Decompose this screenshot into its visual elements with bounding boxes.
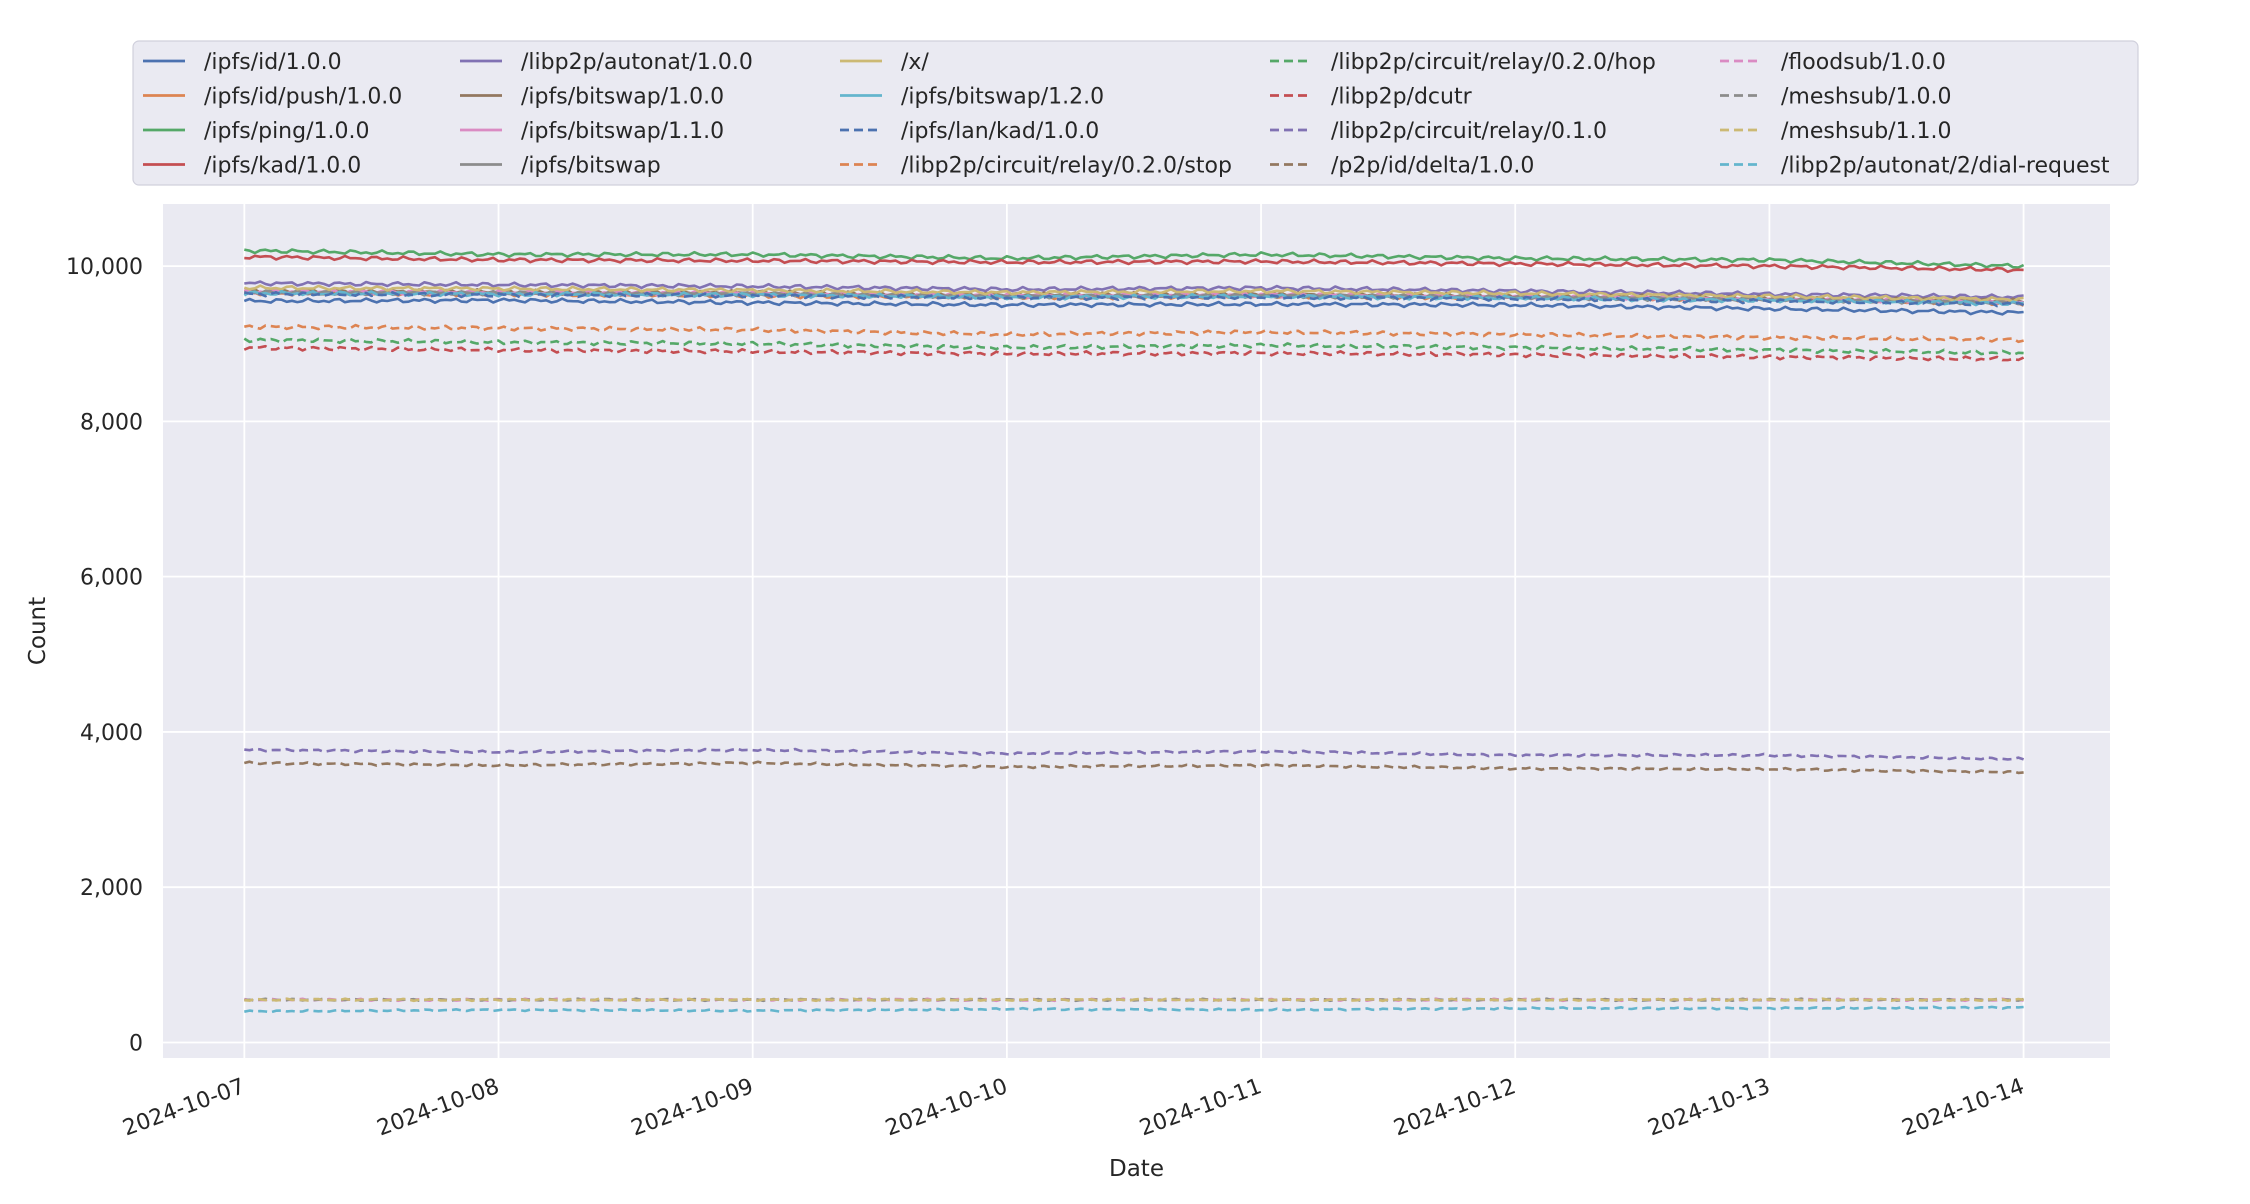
series-line-14 <box>244 747 2025 761</box>
legend-label: /ipfs/bitswap/1.0.0 <box>521 85 724 110</box>
series-line-13 <box>243 344 2025 362</box>
y-tick-label: 0 <box>129 1031 143 1056</box>
series-lines <box>243 248 2025 1014</box>
y-tick-label: 2,000 <box>80 876 143 901</box>
legend-label: /libp2p/circuit/relay/0.1.0 <box>1331 119 1607 144</box>
grid <box>163 204 2110 1058</box>
legend-label: /ipfs/kad/1.0.0 <box>204 154 361 179</box>
legend-label: /ipfs/ping/1.0.0 <box>204 119 369 144</box>
x-axis-label: Date <box>1109 1156 1164 1182</box>
legend-label: /ipfs/id/push/1.0.0 <box>204 85 402 110</box>
legend-label: /libp2p/dcutr <box>1331 85 1473 110</box>
series-line-0 <box>243 297 2024 316</box>
legend-label: /libp2p/autonat/2/dial-request <box>1781 154 2110 179</box>
plot-area <box>163 204 2110 1058</box>
legend-label: /ipfs/bitswap/1.1.0 <box>521 119 724 144</box>
series-line-19 <box>244 1005 2024 1014</box>
y-axis-ticks: 0 2,000 4,000 6,000 8,000 10,000 <box>66 255 143 1056</box>
series-line-3 <box>244 254 2024 274</box>
series-line-18 <box>244 997 2024 1003</box>
legend-label: /ipfs/bitswap/1.2.0 <box>901 85 1104 110</box>
legend-label: /ipfs/id/1.0.0 <box>204 50 342 75</box>
legend-label: /libp2p/circuit/relay/0.2.0/hop <box>1331 50 1656 75</box>
y-tick-label: 8,000 <box>80 410 143 435</box>
series-line-4 <box>244 280 2024 300</box>
legend-label: /p2p/id/delta/1.0.0 <box>1331 154 1534 179</box>
series-line-2 <box>244 248 2025 269</box>
y-axis-label: Count <box>25 597 51 665</box>
series-line-8 <box>243 284 2024 303</box>
series-line-10 <box>244 290 2025 308</box>
series-line-12 <box>243 337 2024 357</box>
legend-label: /ipfs/bitswap <box>521 154 661 179</box>
legend-label: /meshsub/1.0.0 <box>1781 85 1952 110</box>
legend-label: /ipfs/lan/kad/1.0.0 <box>901 119 1099 144</box>
legend: /ipfs/id/1.0.0/ipfs/id/push/1.0.0/ipfs/p… <box>132 40 2139 186</box>
legend-label: /libp2p/circuit/relay/0.2.0/stop <box>901 154 1232 179</box>
series-line-15 <box>243 760 2024 775</box>
legend-box <box>132 40 2139 186</box>
y-tick-label: 6,000 <box>80 566 143 591</box>
legend-label: /libp2p/autonat/1.0.0 <box>521 50 753 75</box>
y-tick-label: 10,000 <box>66 255 143 280</box>
series-line-11 <box>244 323 2024 344</box>
legend-label: /meshsub/1.1.0 <box>1781 119 1952 144</box>
legend-label: /x/ <box>901 50 929 75</box>
y-tick-label: 4,000 <box>80 721 143 746</box>
legend-label: /floodsub/1.0.0 <box>1781 50 1946 75</box>
